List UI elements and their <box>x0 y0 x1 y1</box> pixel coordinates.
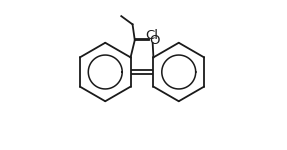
Text: O: O <box>150 34 160 47</box>
Text: Cl: Cl <box>146 29 158 42</box>
